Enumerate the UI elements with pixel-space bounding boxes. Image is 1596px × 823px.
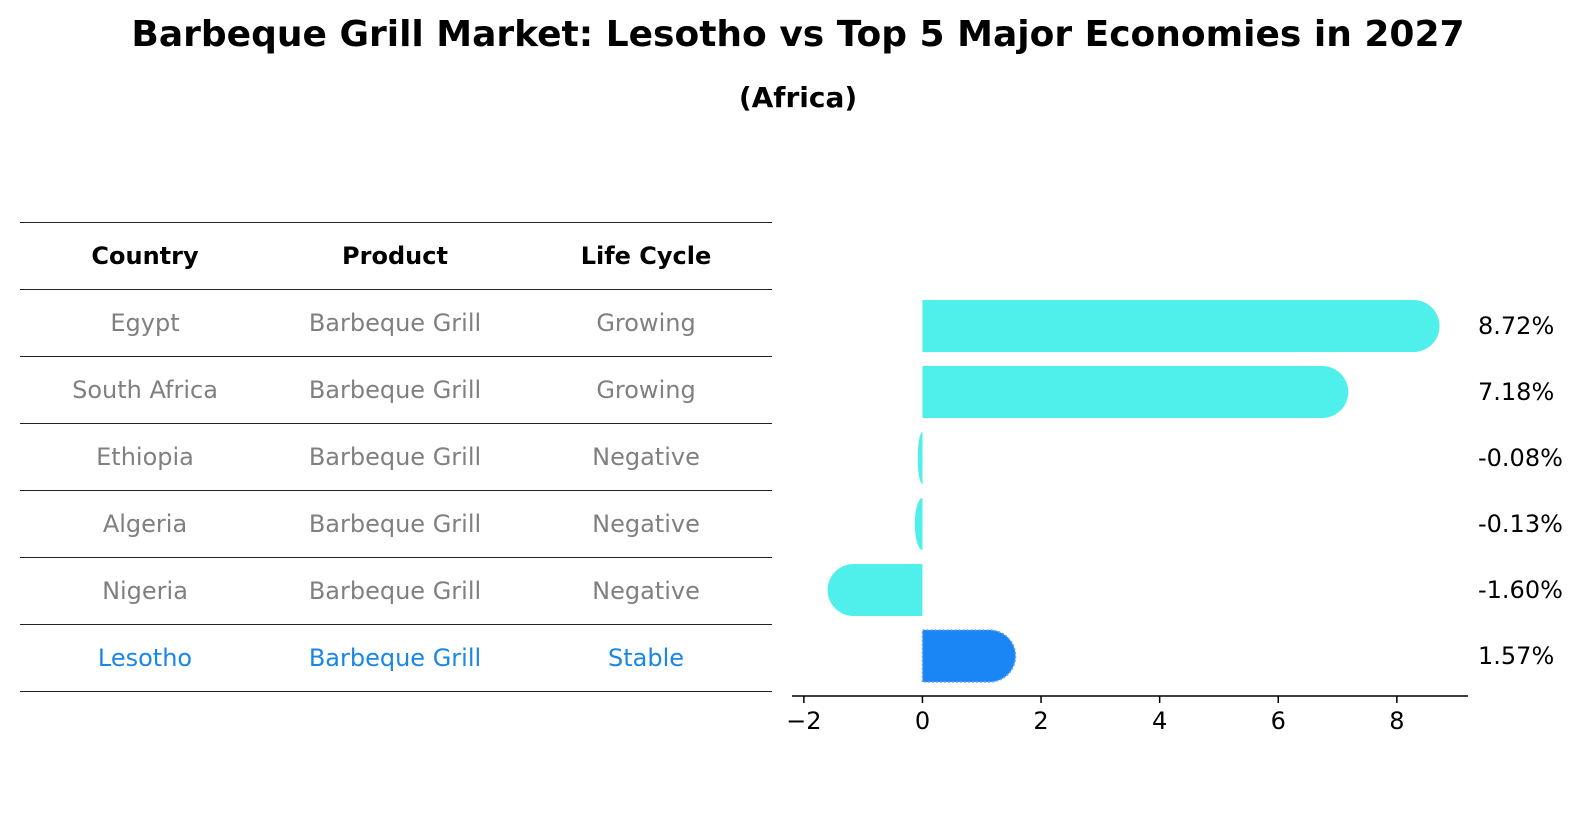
x-axis-tick-label: 6 — [1271, 707, 1286, 735]
product-cell: Barbeque Grill — [308, 644, 482, 672]
table-row: Egypt Barbeque Grill Growing — [20, 289, 772, 356]
table-row-highlighted: Lesotho Barbeque Grill Stable — [20, 624, 772, 692]
x-axis-tick-label: 4 — [1152, 707, 1167, 735]
bar — [827, 564, 923, 616]
bar-value-label: -0.08% — [1478, 444, 1563, 472]
life-cycle-cell: Negative — [592, 510, 700, 538]
country-cell: Ethiopia — [96, 443, 194, 471]
bar — [917, 432, 923, 484]
country-cell: South Africa — [72, 376, 218, 404]
product-cell: Barbeque Grill — [308, 510, 482, 538]
country-cell: Egypt — [110, 309, 180, 337]
bar — [922, 300, 1440, 352]
table-row: Nigeria Barbeque Grill Negative — [20, 557, 772, 624]
chart-subtitle: (Africa) — [738, 81, 858, 114]
table-row: Algeria Barbeque Grill Negative — [20, 490, 772, 557]
x-axis-tick-label: 0 — [915, 707, 930, 735]
x-axis-tick-label: −2 — [786, 707, 821, 735]
product-cell: Barbeque Grill — [308, 376, 482, 404]
country-cell: Lesotho — [97, 644, 193, 672]
life-cycle-cell: Growing — [596, 309, 696, 337]
bar-value-label: 7.18% — [1478, 378, 1554, 406]
column-header-country: Country — [91, 242, 199, 270]
life-cycle-cell: Stable — [607, 644, 685, 672]
bar-value-label: 8.72% — [1478, 312, 1554, 340]
x-axis-tick-label: 2 — [1033, 707, 1048, 735]
table-row: Ethiopia Barbeque Grill Negative — [20, 423, 772, 490]
life-cycle-cell: Negative — [592, 577, 700, 605]
bar-value-label: -0.13% — [1478, 510, 1563, 538]
bar — [914, 498, 923, 550]
bar-value-label: 1.57% — [1478, 642, 1554, 670]
column-header-product: Product — [342, 242, 448, 270]
comparison-table: Country Product Life Cycle Egypt Barbequ… — [20, 222, 772, 692]
product-cell: Barbeque Grill — [308, 309, 482, 337]
chart-title: Barbeque Grill Market: Lesotho vs Top 5 … — [131, 14, 1465, 55]
bar — [922, 366, 1349, 418]
country-cell: Nigeria — [102, 577, 188, 605]
bar-highlighted — [921, 629, 1017, 683]
x-axis-tick-label: 8 — [1389, 707, 1404, 735]
bar-value-label: -1.60% — [1478, 576, 1563, 604]
life-cycle-cell: Negative — [592, 443, 700, 471]
column-header-life-cycle: Life Cycle — [580, 242, 712, 270]
table-header-row: Country Product Life Cycle — [20, 222, 772, 289]
life-cycle-cell: Growing — [596, 376, 696, 404]
table-row: South Africa Barbeque Grill Growing — [20, 356, 772, 423]
product-cell: Barbeque Grill — [308, 577, 482, 605]
product-cell: Barbeque Grill — [308, 443, 482, 471]
country-cell: Algeria — [102, 510, 188, 538]
